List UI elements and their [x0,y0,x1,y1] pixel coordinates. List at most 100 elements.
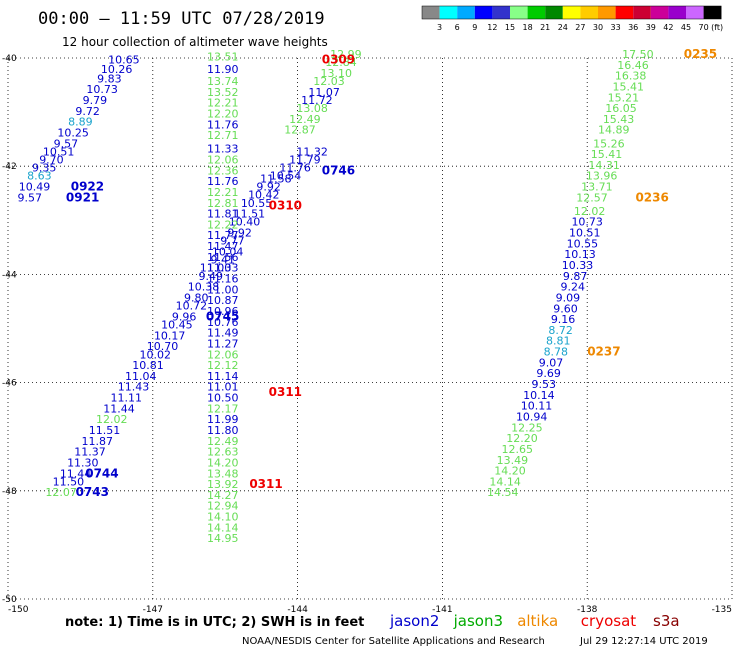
swh-value: 11.44 [103,402,135,415]
legend-altika: altika [517,612,558,630]
swh-value: 13.71 [581,181,613,194]
swh-value: 14.27 [207,489,239,502]
pass-time-label: 0311 [249,477,282,491]
y-tick-label: -48 [2,487,17,497]
scale-label: 42 [663,23,673,32]
swh-value: 12.87 [284,124,316,137]
swh-value: 13.48 [207,467,239,480]
scale-label: 30 [593,23,603,32]
swh-value: 12.22 [207,218,239,231]
swh-value: 11.76 [279,162,311,175]
scale-label: 21 [540,23,550,32]
swh-value: 12.36 [207,164,239,177]
swh-value: 12.99 [330,48,362,61]
pass-time-label: 0310 [269,198,302,212]
swh-value: 12.06 [207,348,239,361]
legend-jason2: jason2 [389,612,439,630]
scale-label: 12 [487,23,497,32]
swh-value: 14.95 [207,532,239,545]
x-tick-label: -150 [8,605,29,615]
swh-value: 14.20 [494,465,526,478]
swh-value: 11.50 [53,475,85,488]
swh-value: 12.21 [207,186,239,199]
swh-value: 12.12 [207,359,239,372]
swh-value: 12.07 [45,486,77,499]
scale-label: 39 [646,23,656,32]
swh-value: 12.84 [325,56,357,69]
swh-value: 11.51 [234,208,266,221]
swh-value: 11.56 [207,251,239,264]
swh-value: 11.43 [118,381,150,394]
swh-value: 14.54 [487,486,519,499]
scale-swatch [527,6,546,19]
scale-swatch [492,6,510,19]
pass-time-label: 0311 [269,385,302,399]
swh-value: 12.71 [207,129,239,142]
swh-value: 10.70 [147,340,179,353]
swh-value: 12.65 [501,443,533,456]
swh-value: 11.00 [200,262,232,275]
swh-value: 10.81 [132,359,164,372]
pass-time-label: 0743 [76,485,109,499]
swh-value: 14.14 [207,521,239,534]
swh-value: 12.02 [574,205,606,218]
pass-time-label: 0744 [85,466,118,480]
swh-value: 9.07 [539,356,564,369]
swh-value: 11.77 [207,229,239,242]
y-tick-label: -42 [2,162,17,172]
swh-value: 12.20 [506,432,538,445]
swh-value: 10.02 [139,348,171,361]
legend-note: note: 1) Time is in UTC; 2) SWH is in fe… [65,615,364,630]
swh-value: 11.33 [207,262,239,275]
scale-swatch [598,6,616,19]
scale-label: 15 [505,23,515,32]
swh-value: 9.92 [227,227,252,240]
swh-value: 13.96 [586,170,618,183]
color-scale-legend: 3 6 9 12 15 18 21 24 27 30 33 36 39 42 45 70 (ft) [421,5,723,32]
swh-value: 9.57 [17,191,42,204]
scale-swatch [686,6,704,19]
swh-value: 15.43 [603,113,635,126]
y-tick-label: -50 [2,595,17,605]
pass-time-label: 0921 [66,190,99,204]
swh-value: 12.25 [511,421,543,434]
swh-value: 10.11 [521,400,553,413]
swh-value: 12.21 [207,97,239,110]
scale-swatch [668,6,686,19]
scale-border [421,5,722,20]
y-tick-label: -46 [2,379,17,389]
swh-value: 11.00 [207,283,239,296]
swh-value: 11.49 [207,327,239,340]
swh-value: 14.10 [207,511,239,524]
swh-value: 11.32 [296,145,328,158]
scale-label: 24 [558,23,568,32]
swh-value: 11.81 [207,208,239,221]
scale-swatch [457,6,475,19]
swh-value: 10.96 [207,305,239,318]
swh-value: 12.94 [207,500,239,513]
swh-value: 9.70 [39,153,64,166]
swh-value: 11.33 [207,143,239,156]
swh-value: 9.87 [563,270,588,283]
swh-value: 11.99 [207,413,239,426]
swh-value: 9.41 [211,254,236,267]
swh-value: 11.14 [207,370,239,383]
swh-value: 10.13 [564,248,596,261]
swh-value: 14.20 [207,456,239,469]
plot-area: -150 -147 -144 -141 -138 -135 -40 -42 -44 -46 -48 -… [2,47,733,615]
swh-value: 9.60 [553,302,578,315]
swh-value: 11.11 [111,392,143,405]
scale-swatch [439,6,458,19]
swh-value: 8.72 [548,324,573,337]
swh-value: 10.55 [241,197,273,210]
swh-value: 17.50 [622,48,654,61]
swh-value: 10.45 [161,319,193,332]
scale-label: 70 [699,23,709,32]
swh-value: 12.03 [313,75,345,88]
swh-value: 10.26 [101,63,133,76]
swh-value: 10.65 [108,53,140,66]
swh-value: 12.63 [207,446,239,459]
swh-value: 13.92 [207,478,239,491]
swh-value: 11.87 [82,435,114,448]
